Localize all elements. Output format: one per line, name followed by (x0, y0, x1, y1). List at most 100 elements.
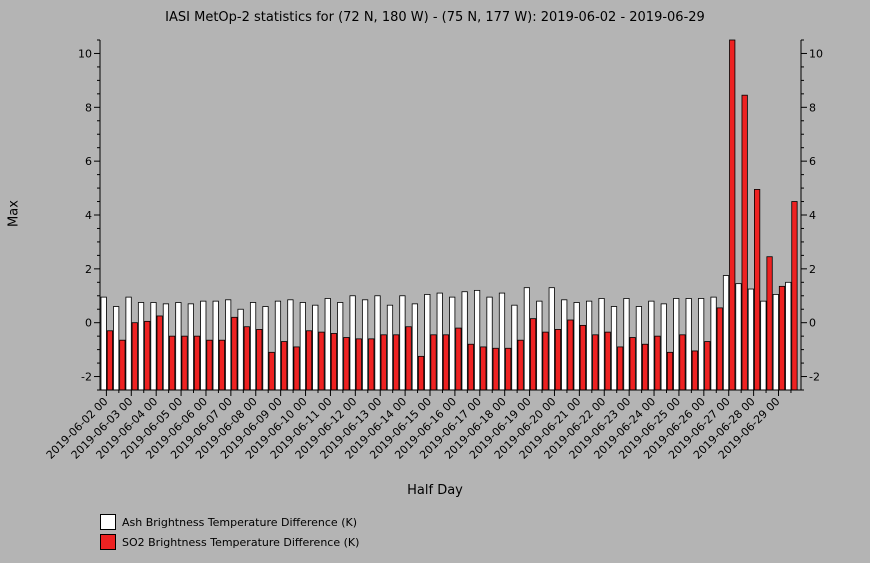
bar-ash-43 (635, 306, 643, 391)
y-tick-label-right: 8 (809, 101, 816, 114)
y-tick-label-left: -2 (81, 371, 92, 384)
bar-so2-40 (604, 331, 611, 391)
bar-so2-50 (729, 39, 736, 391)
legend-label-ash: Ash Brightness Temperature Difference (K… (122, 515, 357, 529)
bar-ash-17 (312, 304, 319, 391)
y-tick-label-right: 0 (809, 317, 816, 330)
bar-so2-35 (542, 331, 549, 391)
bar-so2-11 (243, 326, 250, 391)
bar-so2-33 (517, 339, 524, 391)
bar-ash-10 (225, 299, 232, 391)
bar-so2-26 (430, 334, 437, 391)
bar-so2-27 (442, 334, 450, 391)
bar-ash-9 (212, 300, 219, 391)
bar-ash-4 (150, 302, 157, 391)
bar-so2-18 (330, 333, 338, 391)
bar-ash-29 (461, 291, 468, 391)
bar-ash-7 (187, 303, 194, 391)
bar-so2-22 (380, 334, 387, 391)
bar-ash-25 (411, 303, 418, 391)
bar-ash-48 (698, 298, 705, 391)
bar-ash-32 (498, 292, 506, 391)
bar-so2-16 (305, 330, 313, 391)
y-tick-label-right: 2 (809, 263, 816, 276)
legend-item-so2: SO2 Brightness Temperature Difference (K… (100, 532, 359, 552)
bar-so2-7 (193, 335, 201, 391)
y-tick-label-right: 4 (809, 209, 816, 222)
bar-so2-31 (492, 347, 499, 391)
bar-so2-29 (467, 343, 474, 391)
bar-ash-18 (324, 298, 331, 391)
y-tick-label-left: 4 (85, 209, 92, 222)
bar-ash-30 (473, 289, 481, 391)
legend: Ash Brightness Temperature Difference (K… (100, 512, 359, 552)
legend-swatch-so2 (100, 534, 116, 550)
bar-ash-47 (685, 298, 692, 391)
bar-so2-0 (106, 330, 113, 391)
bar-ash-5 (162, 303, 170, 391)
bar-so2-54 (778, 285, 786, 391)
bar-so2-17 (318, 331, 325, 391)
bar-ash-11 (237, 308, 244, 391)
bar-ash-51 (735, 283, 742, 391)
bar-so2-49 (716, 307, 723, 391)
bar-so2-42 (629, 337, 636, 391)
bar-ash-6 (175, 302, 182, 391)
bar-ash-0 (100, 296, 107, 391)
bar-so2-20 (355, 338, 362, 391)
chart-title: IASI MetOp-2 statistics for (72 N, 180 W… (165, 10, 705, 25)
bar-ash-26 (424, 294, 431, 391)
bar-ash-20 (349, 295, 356, 391)
bar-so2-25 (417, 355, 425, 391)
bar-so2-43 (642, 343, 649, 391)
bar-so2-4 (156, 315, 163, 391)
x-axis-label: Half Day (407, 483, 463, 498)
bar-so2-3 (144, 320, 151, 391)
bar-so2-2 (131, 322, 138, 391)
bar-so2-36 (554, 329, 562, 391)
bar-so2-1 (119, 339, 126, 391)
bar-ash-50 (722, 275, 730, 391)
bar-ash-54 (772, 294, 779, 391)
legend-swatch-ash (100, 514, 116, 530)
bar-ash-24 (399, 295, 406, 391)
y-tick-label-left: 0 (85, 317, 92, 330)
bar-ash-22 (374, 295, 381, 391)
bar-so2-46 (679, 334, 686, 391)
bar-so2-28 (455, 327, 462, 391)
bar-ash-35 (536, 300, 543, 391)
bar-so2-45 (666, 351, 674, 391)
bar-ash-42 (623, 298, 630, 391)
bar-so2-38 (579, 324, 586, 391)
bar-so2-55 (791, 201, 798, 391)
bar-so2-12 (256, 329, 263, 391)
bar-ash-36 (548, 287, 555, 391)
bar-ash-31 (486, 296, 493, 391)
bar-so2-6 (181, 335, 188, 391)
bar-ash-19 (337, 302, 344, 391)
bar-ash-53 (760, 300, 767, 391)
bar-ash-13 (262, 306, 269, 391)
bar-so2-51 (741, 94, 748, 391)
bar-so2-24 (405, 326, 412, 391)
bar-so2-14 (281, 341, 288, 391)
bar-ash-14 (274, 300, 282, 391)
bar-ash-45 (660, 303, 667, 391)
bar-ash-16 (299, 302, 306, 391)
bar-so2-53 (766, 256, 773, 391)
bar-ash-15 (287, 299, 294, 391)
bar-so2-52 (754, 189, 761, 391)
bar-ash-49 (710, 296, 717, 391)
bar-ash-21 (361, 299, 369, 391)
y-tick-label-right: 10 (809, 47, 823, 60)
bar-ash-1 (113, 306, 120, 391)
bar-so2-9 (218, 339, 226, 391)
bar-so2-30 (480, 346, 487, 391)
bar-so2-34 (529, 318, 537, 391)
bar-ash-52 (747, 288, 755, 391)
bar-ash-33 (511, 304, 518, 391)
bar-so2-37 (567, 319, 574, 391)
bar-so2-23 (393, 334, 400, 391)
y-tick-label-right: -2 (809, 371, 820, 384)
